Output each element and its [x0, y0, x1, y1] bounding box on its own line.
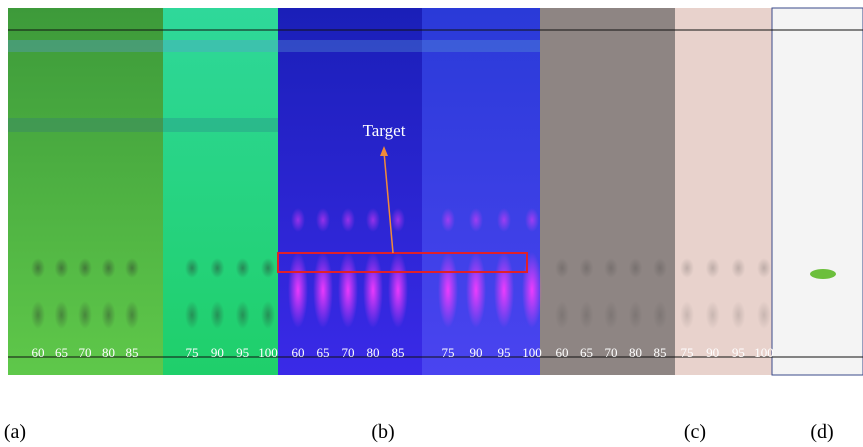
spot [757, 301, 771, 329]
lane-label: 85 [654, 345, 667, 360]
spot [391, 208, 405, 232]
lane-label: 70 [342, 345, 355, 360]
lane-label: 90 [470, 345, 483, 360]
spot [210, 258, 225, 278]
arrow [383, 151, 394, 254]
lane-label: 90 [706, 345, 719, 360]
lane-label: 100 [754, 345, 774, 360]
spot [261, 301, 275, 329]
spot [125, 301, 139, 329]
spot [525, 208, 539, 232]
lane-label: 60 [32, 345, 45, 360]
spot [210, 301, 225, 329]
lane-label: 65 [55, 345, 68, 360]
spot [680, 258, 694, 278]
lane-label: 85 [392, 345, 405, 360]
lane-label: 80 [629, 345, 642, 360]
spot [705, 258, 720, 278]
spot [54, 258, 69, 278]
lane-label: 60 [292, 345, 305, 360]
spot [388, 252, 408, 328]
spot [731, 301, 746, 329]
spot [101, 301, 116, 329]
band [8, 118, 278, 132]
captions: (a) (b) (c) (d) [4, 421, 834, 443]
spot [185, 258, 199, 278]
lane-label: 75 [442, 345, 455, 360]
spot [628, 258, 643, 278]
lane-label: 75 [186, 345, 199, 360]
spot [579, 258, 594, 278]
spot [338, 252, 358, 328]
lane-label: 90 [211, 345, 224, 360]
solvent-front-band [8, 40, 540, 52]
lane-label: 70 [79, 345, 92, 360]
spot [261, 258, 275, 278]
lane-label: 80 [102, 345, 115, 360]
spot [288, 252, 308, 328]
lane-label: 95 [732, 345, 745, 360]
spot [731, 258, 746, 278]
spot [604, 258, 618, 278]
spot [705, 301, 720, 329]
spot [31, 258, 45, 278]
spot [469, 208, 483, 232]
caption: (b) [371, 421, 394, 443]
lane-label: 85 [126, 345, 139, 360]
lane-label: 80 [367, 345, 380, 360]
target-spot [810, 269, 836, 279]
spot [555, 258, 569, 278]
spot [78, 301, 92, 329]
arrow-head [380, 146, 388, 156]
spot [235, 301, 250, 329]
spot [555, 301, 569, 329]
lane-label: 95 [498, 345, 511, 360]
spot [341, 208, 355, 232]
spot [291, 208, 305, 232]
spot [494, 252, 514, 328]
spot [680, 301, 694, 329]
caption: (d) [810, 421, 833, 443]
spot [757, 258, 771, 278]
lane-label: 75 [681, 345, 694, 360]
spot [628, 301, 643, 329]
annotation: Target [363, 121, 406, 140]
caption: (c) [684, 421, 706, 443]
spot [653, 301, 667, 329]
spots [31, 208, 771, 329]
target-box [277, 252, 528, 273]
lane-label: 70 [605, 345, 618, 360]
spot [522, 252, 542, 328]
spot [497, 208, 511, 232]
spot [363, 252, 383, 328]
spot [604, 301, 618, 329]
caption: (a) [4, 421, 26, 443]
lane-label: 95 [236, 345, 249, 360]
spot [653, 258, 667, 278]
spot [316, 208, 330, 232]
lane-label: 65 [317, 345, 330, 360]
spot [438, 252, 458, 328]
lane-label: 60 [556, 345, 569, 360]
spot [31, 301, 45, 329]
spot [466, 252, 486, 328]
spot [185, 301, 199, 329]
spot [366, 208, 380, 232]
spot [101, 258, 116, 278]
lane-label: 100 [522, 345, 542, 360]
spot [235, 258, 250, 278]
spot [579, 301, 594, 329]
lane-label: 100 [258, 345, 278, 360]
plate [771, 7, 863, 376]
spot [313, 252, 333, 328]
spot [54, 301, 69, 329]
spot [441, 208, 455, 232]
lane-label: 65 [580, 345, 593, 360]
lane-labels: 60 65 70 80 85 75 90 95 100 60 65 70 80 85 75 90 95 100 60… [32, 345, 774, 360]
spot [78, 258, 92, 278]
spot [125, 258, 139, 278]
